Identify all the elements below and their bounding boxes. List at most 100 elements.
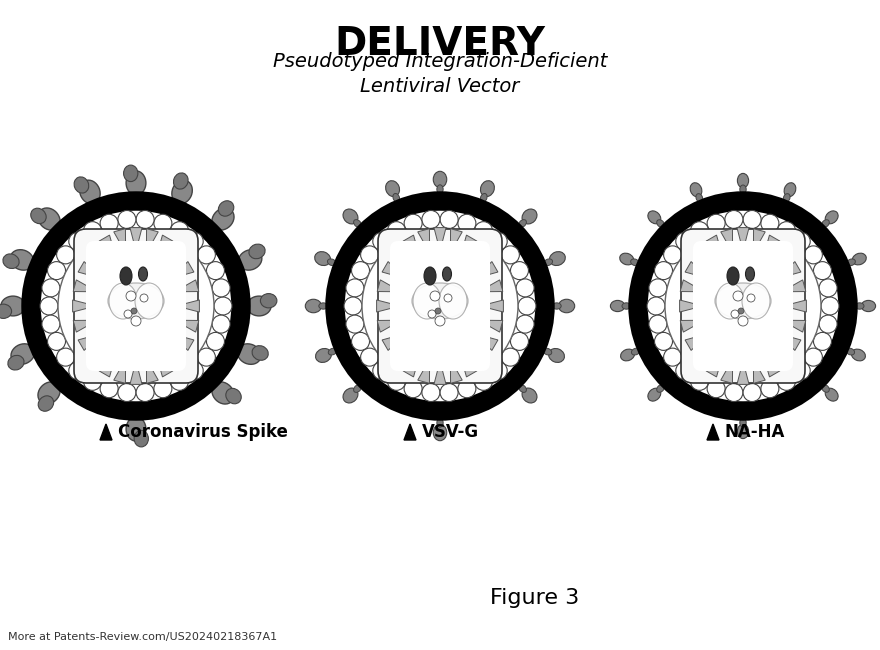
Ellipse shape — [522, 209, 537, 224]
Polygon shape — [721, 229, 733, 253]
Polygon shape — [434, 227, 446, 251]
Ellipse shape — [436, 418, 444, 427]
Circle shape — [100, 214, 118, 232]
Ellipse shape — [433, 424, 447, 441]
Polygon shape — [78, 261, 101, 278]
Ellipse shape — [559, 299, 575, 313]
Polygon shape — [171, 333, 194, 350]
Circle shape — [42, 279, 60, 297]
FancyBboxPatch shape — [74, 229, 198, 383]
Circle shape — [351, 332, 370, 350]
Circle shape — [361, 246, 378, 264]
Polygon shape — [479, 280, 502, 292]
Ellipse shape — [135, 283, 163, 319]
Circle shape — [346, 315, 364, 333]
Ellipse shape — [8, 356, 24, 370]
Polygon shape — [679, 300, 703, 312]
Circle shape — [516, 279, 534, 297]
Polygon shape — [99, 235, 116, 258]
Circle shape — [171, 222, 188, 240]
Polygon shape — [451, 229, 462, 253]
Circle shape — [118, 384, 136, 402]
Circle shape — [42, 315, 60, 333]
Ellipse shape — [38, 208, 60, 230]
Ellipse shape — [436, 185, 444, 194]
Polygon shape — [165, 246, 185, 267]
Polygon shape — [146, 229, 158, 253]
Ellipse shape — [620, 349, 634, 361]
Ellipse shape — [737, 174, 749, 188]
Polygon shape — [778, 261, 801, 278]
Circle shape — [778, 372, 796, 391]
Polygon shape — [176, 300, 200, 312]
Circle shape — [655, 261, 672, 280]
Polygon shape — [763, 235, 780, 258]
Polygon shape — [418, 359, 429, 384]
Polygon shape — [73, 320, 98, 332]
Ellipse shape — [138, 267, 148, 281]
Ellipse shape — [715, 283, 771, 319]
Ellipse shape — [737, 424, 749, 439]
Circle shape — [655, 332, 672, 350]
Ellipse shape — [109, 283, 137, 319]
Circle shape — [649, 315, 667, 333]
Ellipse shape — [1, 296, 26, 316]
Polygon shape — [737, 227, 749, 251]
Ellipse shape — [855, 303, 864, 309]
Polygon shape — [707, 424, 719, 440]
Circle shape — [435, 316, 445, 326]
Circle shape — [733, 291, 743, 301]
Polygon shape — [391, 345, 412, 366]
FancyBboxPatch shape — [681, 229, 805, 383]
Polygon shape — [468, 246, 489, 267]
Circle shape — [743, 211, 761, 229]
Text: Pseudotyped Integration-Deficient
Lentiviral Vector: Pseudotyped Integration-Deficient Lentiv… — [273, 52, 607, 96]
Polygon shape — [763, 354, 780, 377]
Ellipse shape — [847, 259, 855, 266]
Circle shape — [664, 246, 682, 264]
Circle shape — [422, 211, 440, 229]
Ellipse shape — [80, 180, 100, 203]
Polygon shape — [781, 320, 806, 332]
Circle shape — [708, 214, 725, 232]
Polygon shape — [382, 261, 406, 278]
Ellipse shape — [212, 208, 234, 230]
Circle shape — [638, 201, 848, 411]
FancyBboxPatch shape — [390, 241, 490, 371]
Polygon shape — [87, 345, 107, 366]
Circle shape — [502, 246, 519, 264]
Ellipse shape — [252, 346, 268, 360]
Circle shape — [136, 211, 154, 229]
Ellipse shape — [31, 208, 46, 224]
Polygon shape — [753, 229, 766, 253]
Polygon shape — [474, 333, 498, 350]
Ellipse shape — [543, 348, 552, 355]
Ellipse shape — [108, 283, 164, 319]
Ellipse shape — [784, 183, 796, 197]
Ellipse shape — [480, 181, 495, 196]
Polygon shape — [468, 345, 489, 366]
Circle shape — [40, 297, 58, 315]
Circle shape — [731, 310, 739, 318]
Ellipse shape — [172, 180, 193, 203]
Circle shape — [212, 279, 230, 297]
FancyBboxPatch shape — [693, 241, 793, 371]
Ellipse shape — [822, 220, 829, 228]
Ellipse shape — [123, 165, 138, 181]
Circle shape — [422, 384, 440, 402]
Ellipse shape — [549, 252, 565, 266]
Circle shape — [458, 380, 476, 398]
Circle shape — [48, 261, 65, 280]
Polygon shape — [73, 280, 98, 292]
Ellipse shape — [742, 283, 770, 319]
Ellipse shape — [622, 303, 631, 309]
Circle shape — [346, 279, 364, 297]
Polygon shape — [99, 354, 116, 377]
Ellipse shape — [424, 267, 436, 285]
Circle shape — [361, 348, 378, 366]
Polygon shape — [474, 261, 498, 278]
Circle shape — [362, 228, 518, 384]
Ellipse shape — [11, 344, 34, 365]
Polygon shape — [130, 361, 142, 384]
Polygon shape — [451, 359, 462, 384]
